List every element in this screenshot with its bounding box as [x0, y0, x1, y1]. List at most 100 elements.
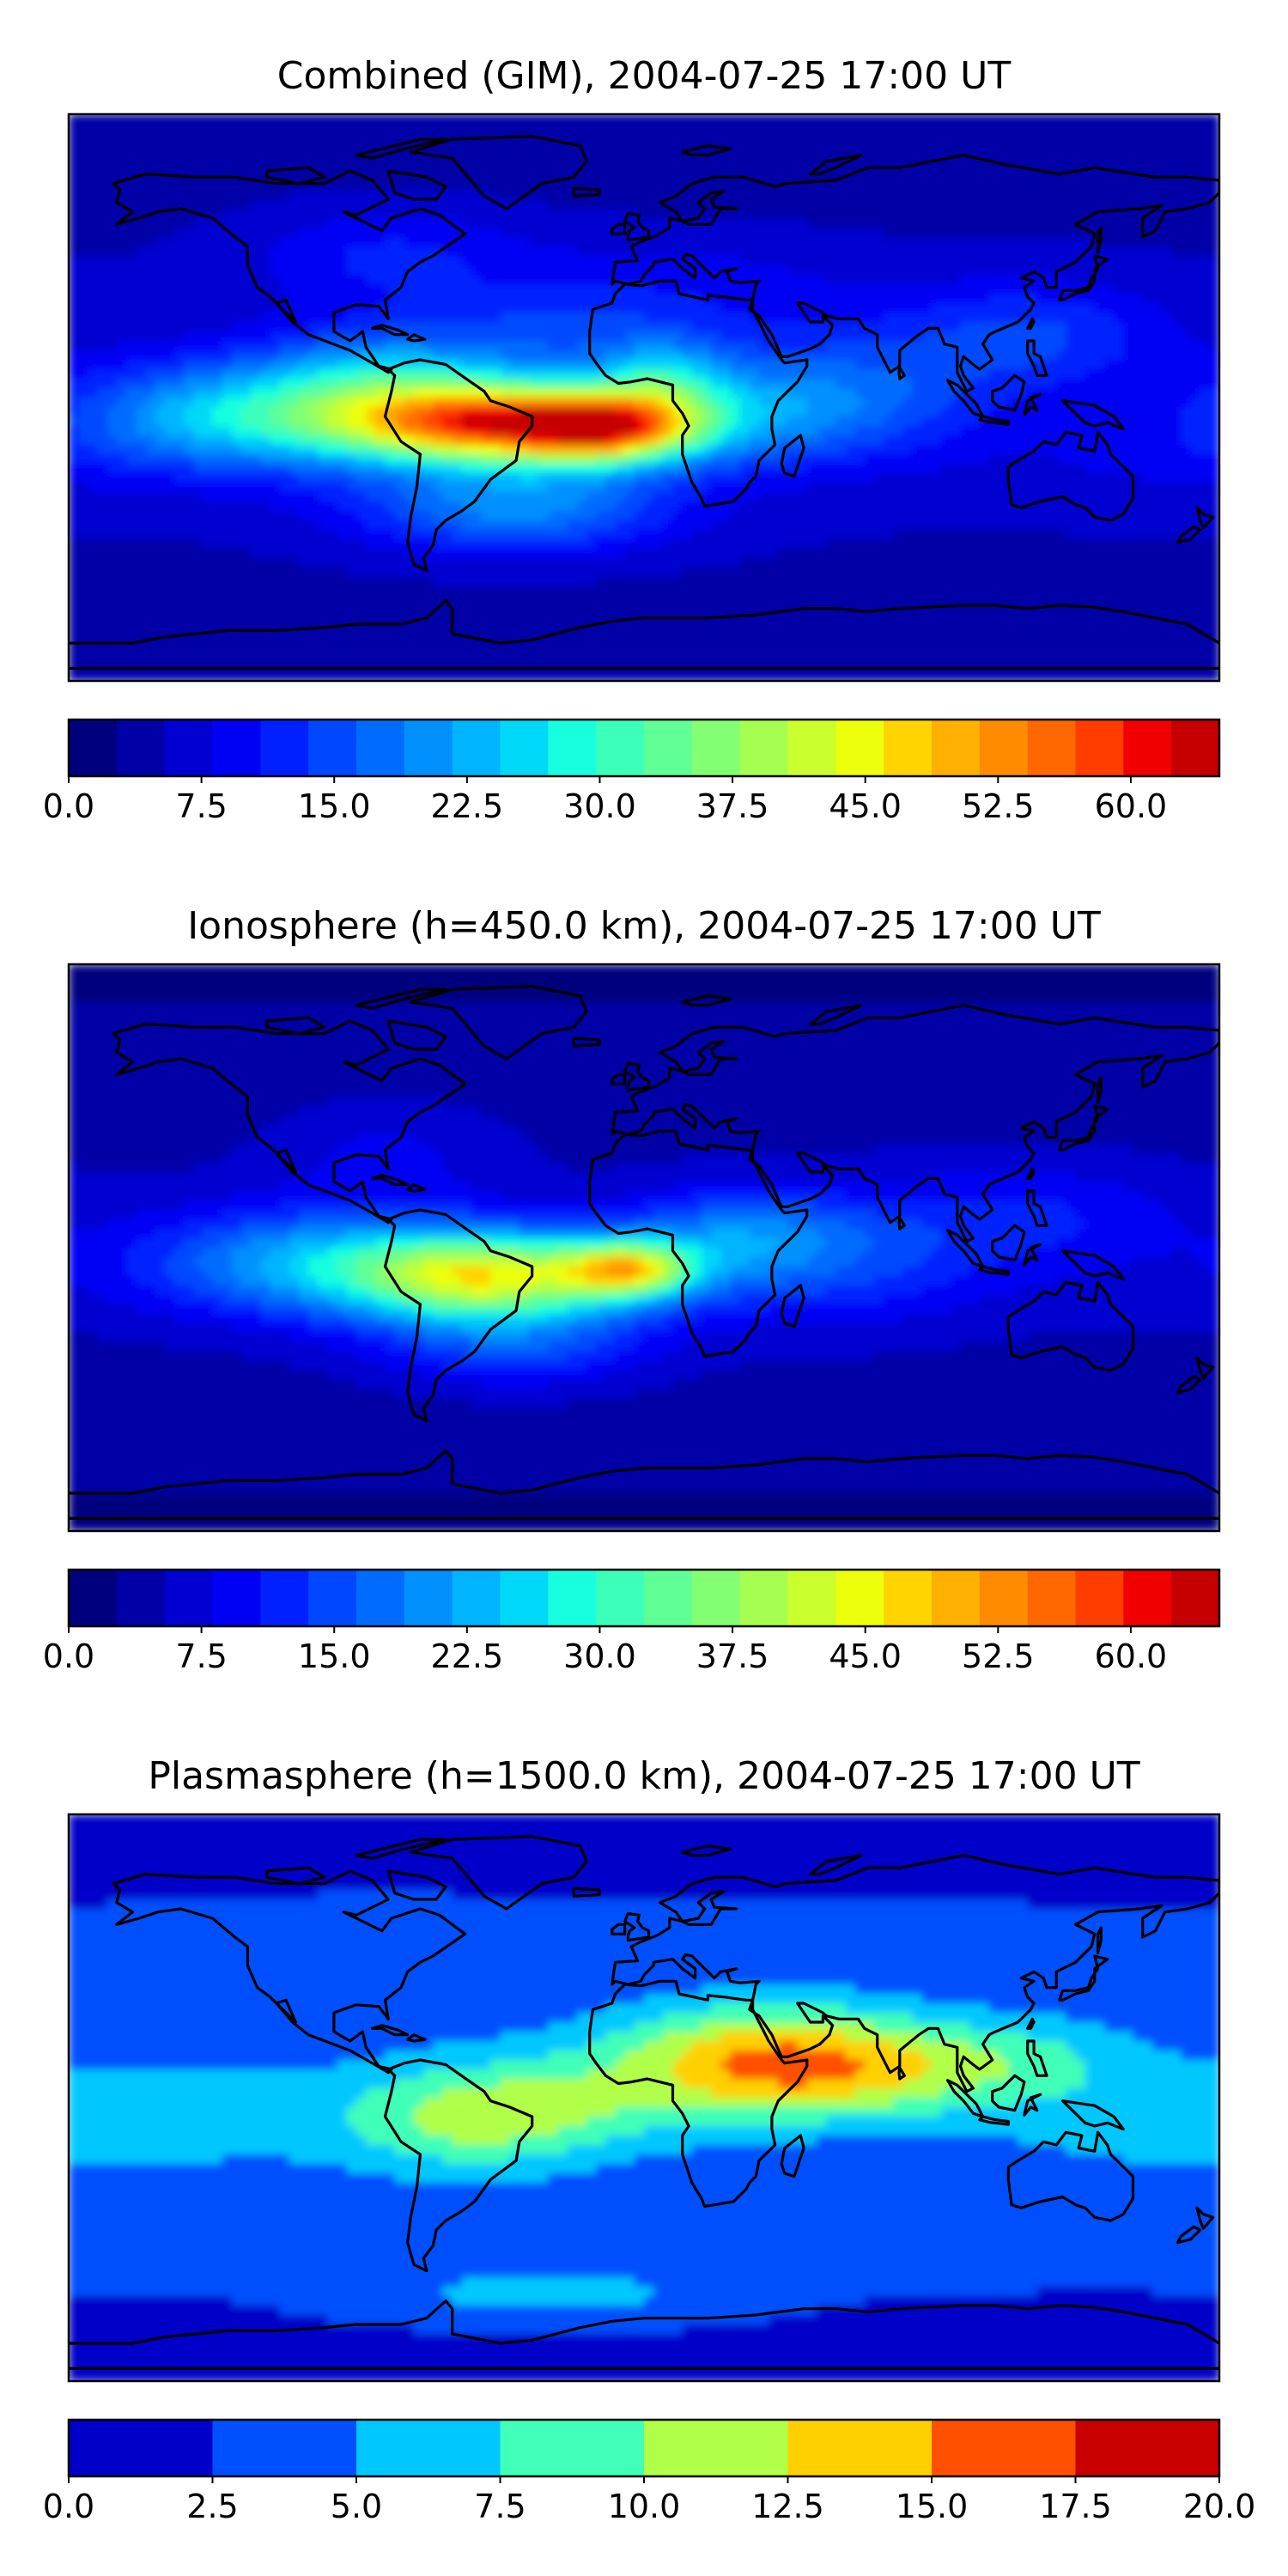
field-cell [826, 407, 836, 417]
field-cell [1209, 171, 1219, 181]
field-cell [921, 228, 933, 238]
field-cell [615, 161, 626, 172]
field-cell [951, 407, 962, 417]
field-cell [346, 152, 357, 162]
field-cell [845, 369, 856, 380]
field-cell [375, 218, 386, 228]
field-cell [385, 492, 396, 502]
field-cell [106, 275, 118, 285]
field-cell [212, 492, 223, 502]
field-cell [567, 114, 578, 125]
field-cell [385, 199, 396, 210]
field-cell [1056, 341, 1066, 351]
field-cell [404, 237, 415, 247]
field-cell [864, 114, 875, 125]
field-cell [720, 483, 732, 493]
field-cell [452, 313, 463, 323]
field-cell [145, 303, 156, 313]
field-cell [529, 483, 539, 493]
field-cell [672, 256, 683, 266]
field-cell [1075, 199, 1086, 210]
field-cell [203, 426, 214, 436]
field-cell [184, 416, 194, 427]
field-cell [596, 322, 606, 332]
field-cell [576, 398, 587, 408]
field-cell [1190, 369, 1201, 380]
field-cell [251, 473, 261, 483]
field-cell [327, 228, 338, 238]
field-cell [375, 275, 386, 285]
field-cell [106, 379, 118, 389]
field-cell [529, 398, 539, 408]
field-cell [136, 416, 146, 427]
field-cell [644, 501, 654, 512]
field-cell [941, 294, 951, 304]
field-cell [826, 228, 836, 238]
field-cell [653, 379, 664, 389]
field-cell [260, 360, 271, 370]
field-cell [1133, 454, 1144, 465]
field-cell [442, 369, 453, 380]
field-cell [173, 275, 185, 285]
field-cell [711, 294, 721, 304]
field-cell [682, 492, 693, 502]
field-cell [452, 124, 463, 134]
field-cell [289, 501, 300, 512]
field-cell [663, 445, 674, 455]
field-cell [663, 464, 674, 474]
field-cell [404, 454, 415, 465]
field-cell [1056, 143, 1066, 153]
field-cell [327, 171, 338, 181]
field-cell [682, 501, 693, 512]
field-cell [241, 275, 252, 285]
field-cell [1008, 369, 1019, 380]
field-cell [203, 133, 214, 143]
field-cell [1181, 398, 1192, 408]
field-cell [826, 416, 836, 427]
field-cell [78, 114, 88, 125]
field-cell [106, 313, 118, 323]
field-cell [730, 161, 741, 172]
field-cell [1036, 464, 1048, 474]
field-cell [557, 303, 568, 313]
field-cell [366, 284, 376, 295]
field-cell [1142, 190, 1153, 200]
field-cell [509, 171, 520, 181]
field-cell [279, 246, 290, 257]
field-cell [702, 180, 712, 191]
field-cell [806, 473, 817, 483]
field-cell [644, 180, 654, 191]
field-cell [1114, 246, 1124, 257]
field-cell [1162, 246, 1172, 257]
field-cell [854, 416, 866, 427]
field-cell [299, 407, 309, 417]
field-cell [845, 218, 856, 228]
field-cell [730, 464, 741, 474]
field-cell [106, 161, 118, 172]
field-cell [586, 388, 597, 398]
field-cell [260, 199, 271, 210]
field-cell [797, 246, 808, 257]
field-cell [960, 246, 971, 257]
field-cell [145, 379, 156, 389]
field-cell [653, 237, 664, 247]
field-cell [509, 190, 520, 200]
field-cell [845, 445, 856, 455]
field-cell [999, 303, 1009, 313]
field-cell [653, 190, 664, 200]
field-cell [1162, 426, 1172, 436]
field-cell [1104, 114, 1115, 125]
field-cell [337, 237, 348, 247]
field-cell [97, 483, 108, 493]
field-cell [912, 171, 923, 181]
field-cell [136, 124, 146, 134]
field-cell [1094, 284, 1105, 295]
field-cell [471, 275, 482, 285]
field-cell [730, 501, 741, 512]
field-cell [989, 284, 999, 295]
field-cell [884, 331, 894, 342]
field-cell [193, 388, 204, 398]
field-cell [500, 313, 511, 323]
field-cell [346, 275, 357, 285]
field-cell [845, 199, 856, 210]
